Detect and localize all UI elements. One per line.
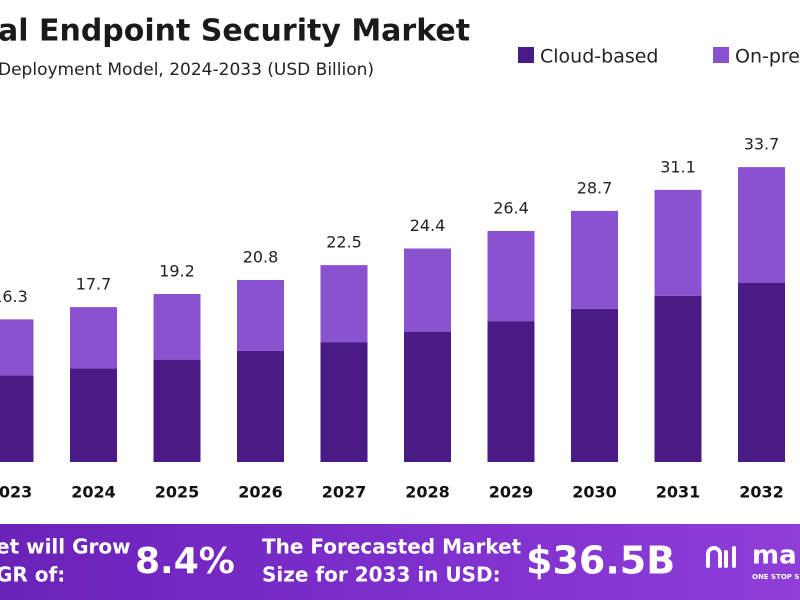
footer-text: GR of: <box>0 563 65 587</box>
cagr-value: 8.4% <box>135 541 235 582</box>
bar-segment <box>0 319 34 376</box>
bar-segment <box>70 368 117 462</box>
bar-segment <box>153 294 201 360</box>
bar-segment <box>404 248 451 332</box>
footer-text: The Forecasted Market <box>262 535 522 559</box>
legend-swatch <box>518 47 534 63</box>
total-label: 16.3 <box>0 287 28 306</box>
legend: Cloud-based On-pren <box>518 46 800 68</box>
legend-label: On-pren <box>735 46 800 68</box>
bar-segment <box>70 307 117 369</box>
bar-segment <box>487 231 535 322</box>
bar-segment <box>153 359 201 462</box>
bar-segment <box>654 189 702 296</box>
chart-subtitle: Deployment Model, 2024-2033 (USD Billion… <box>0 60 374 80</box>
footer: et will Grow GR of: 8.4% The Forecasted … <box>0 535 799 587</box>
logo-text: ma <box>752 541 797 571</box>
bar-segment <box>487 321 535 462</box>
x-tick-label: 2032 <box>739 483 784 502</box>
bar-segment <box>237 280 284 351</box>
total-label: 33.7 <box>744 135 780 154</box>
bar-segment <box>571 210 618 309</box>
total-label: 24.4 <box>410 216 446 235</box>
chart-title: al Endpoint Security Market <box>0 14 470 49</box>
bar-segment <box>738 282 785 462</box>
bar-segment <box>320 265 368 343</box>
bar-segment <box>404 331 451 462</box>
legend-label: Cloud-based <box>540 46 658 68</box>
bar-segment <box>237 350 284 462</box>
footer-banner <box>0 524 800 600</box>
x-tick-label: 2025 <box>155 483 200 502</box>
x-tick-label: 2029 <box>489 483 534 502</box>
x-tick-label: 2028 <box>405 483 450 502</box>
bar-segment <box>654 295 702 462</box>
x-tick-label: 2031 <box>656 483 701 502</box>
total-label: 17.7 <box>76 275 112 294</box>
total-label: 28.7 <box>577 178 613 197</box>
x-tick-label: 2023 <box>0 483 32 502</box>
bar-segment <box>738 167 785 283</box>
legend-swatch <box>713 47 729 63</box>
bar-segment <box>320 342 368 462</box>
x-tick-label: 2026 <box>238 483 283 502</box>
logo-tagline: ONE STOP S <box>752 573 799 581</box>
total-label: 20.8 <box>243 248 279 267</box>
bar-segment <box>0 375 34 462</box>
bar-segment <box>571 308 618 462</box>
forecast-value: $36.5B <box>526 539 675 583</box>
x-tick-label: 2024 <box>71 483 116 502</box>
total-label: 31.1 <box>660 157 696 176</box>
x-tick-label: 2030 <box>572 483 617 502</box>
logo-icon <box>706 546 736 568</box>
total-label: 26.4 <box>493 199 529 218</box>
total-label: 22.5 <box>326 233 362 252</box>
plot-area: 16.3 2023 17.7 2024 19.2 2025 20.8 2026 22.5 2027… <box>0 135 785 502</box>
total-label: 19.2 <box>159 262 195 281</box>
x-tick-label: 2027 <box>322 483 367 502</box>
footer-text: et will Grow <box>0 535 131 559</box>
footer-text: Size for 2033 in USD: <box>262 563 501 587</box>
